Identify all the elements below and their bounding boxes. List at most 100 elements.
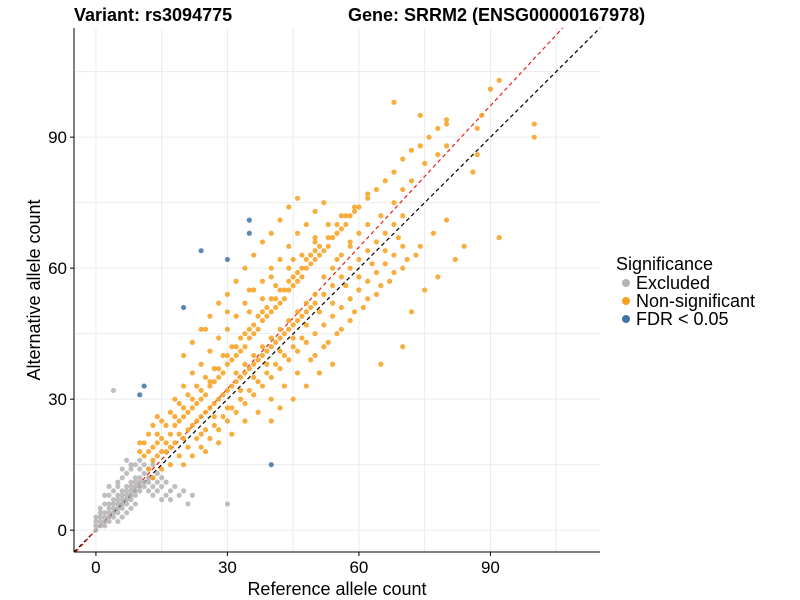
point-non-significant (277, 366, 283, 372)
point-excluded (124, 492, 130, 498)
point-non-significant (347, 239, 353, 245)
point-non-significant (216, 366, 222, 372)
point-non-significant (286, 287, 292, 293)
point-non-significant (330, 235, 336, 241)
point-excluded (119, 466, 125, 472)
point-non-significant (286, 204, 292, 210)
point-excluded (128, 505, 134, 511)
point-non-significant (400, 156, 406, 162)
point-non-significant (286, 265, 292, 271)
point-non-significant (378, 361, 384, 367)
point-non-significant (330, 283, 336, 289)
point-excluded (150, 462, 156, 468)
point-excluded (150, 483, 156, 490)
point-non-significant (290, 344, 296, 350)
point-non-significant (413, 252, 419, 258)
point-non-significant (435, 274, 441, 280)
point-excluded (102, 501, 108, 507)
point-non-significant (251, 374, 257, 380)
point-excluded (132, 475, 138, 481)
legend-entry-label: Excluded (636, 273, 710, 293)
point-non-significant (159, 448, 165, 455)
point-non-significant (207, 435, 213, 442)
point-non-significant (334, 221, 340, 228)
point-non-significant (154, 431, 160, 437)
point-non-significant (163, 422, 169, 428)
point-non-significant (347, 296, 353, 302)
point-non-significant (237, 374, 244, 380)
point-non-significant (391, 221, 397, 228)
point-excluded (93, 518, 99, 525)
point-non-significant (435, 125, 441, 132)
point-non-significant (202, 448, 209, 455)
point-non-significant (321, 200, 327, 206)
point-non-significant (211, 400, 217, 407)
point-non-significant (202, 326, 209, 332)
point-non-significant (303, 221, 309, 228)
point-non-significant (255, 326, 261, 332)
point-non-significant (189, 453, 195, 459)
point-non-significant (303, 300, 309, 306)
point-non-significant (286, 317, 292, 324)
point-non-significant (308, 304, 314, 311)
point-non-significant (202, 392, 209, 398)
point-non-significant (347, 265, 353, 271)
point-excluded (119, 501, 125, 507)
point-non-significant (294, 269, 301, 276)
point-excluded (141, 462, 147, 468)
point-excluded (115, 505, 121, 511)
point-excluded (189, 492, 195, 498)
point-non-significant (185, 392, 191, 398)
point-non-significant (207, 383, 213, 389)
point-non-significant (237, 387, 244, 394)
point-excluded (132, 483, 138, 490)
point-non-significant (137, 440, 143, 446)
point-non-significant (452, 256, 458, 263)
point-excluded (154, 479, 160, 485)
point-non-significant (150, 457, 156, 463)
point-excluded (115, 510, 121, 516)
point-non-significant (259, 296, 266, 302)
point-non-significant (246, 309, 252, 315)
point-non-significant (299, 313, 305, 319)
point-non-significant (163, 440, 169, 446)
point-non-significant (229, 431, 235, 437)
point-non-significant (343, 213, 349, 219)
point-non-significant (224, 387, 231, 394)
x-tick-label: 60 (349, 558, 368, 577)
point-non-significant (334, 230, 340, 236)
point-non-significant (277, 300, 283, 306)
point-non-significant (277, 256, 283, 263)
point-non-significant (321, 344, 327, 350)
point-non-significant (479, 112, 485, 118)
point-non-significant (264, 370, 270, 376)
point-excluded (132, 501, 138, 507)
point-non-significant (303, 256, 309, 263)
point-non-significant (268, 418, 274, 424)
point-excluded (128, 479, 134, 485)
point-non-significant (224, 309, 231, 315)
point-excluded (102, 514, 108, 520)
point-non-significant (391, 200, 397, 206)
point-non-significant (277, 348, 283, 354)
point-non-significant (334, 331, 340, 337)
point-non-significant (150, 422, 156, 428)
point-non-significant (373, 291, 380, 297)
point-excluded (110, 387, 117, 394)
point-non-significant (264, 361, 270, 367)
point-non-significant (382, 248, 388, 254)
point-non-significant (259, 344, 266, 350)
legend-key-marker (622, 315, 630, 323)
point-non-significant (316, 252, 323, 258)
point-excluded (106, 514, 112, 520)
point-excluded (163, 479, 169, 485)
point-non-significant (251, 322, 257, 328)
point-non-significant (180, 462, 187, 468)
point-excluded (132, 492, 138, 498)
point-non-significant (229, 383, 235, 389)
tick-labels: 0 30 60 90 0 30 60 90 (48, 128, 500, 577)
point-non-significant (347, 243, 353, 249)
point-non-significant (347, 213, 353, 219)
point-non-significant (312, 235, 318, 241)
point-non-significant (277, 335, 283, 341)
